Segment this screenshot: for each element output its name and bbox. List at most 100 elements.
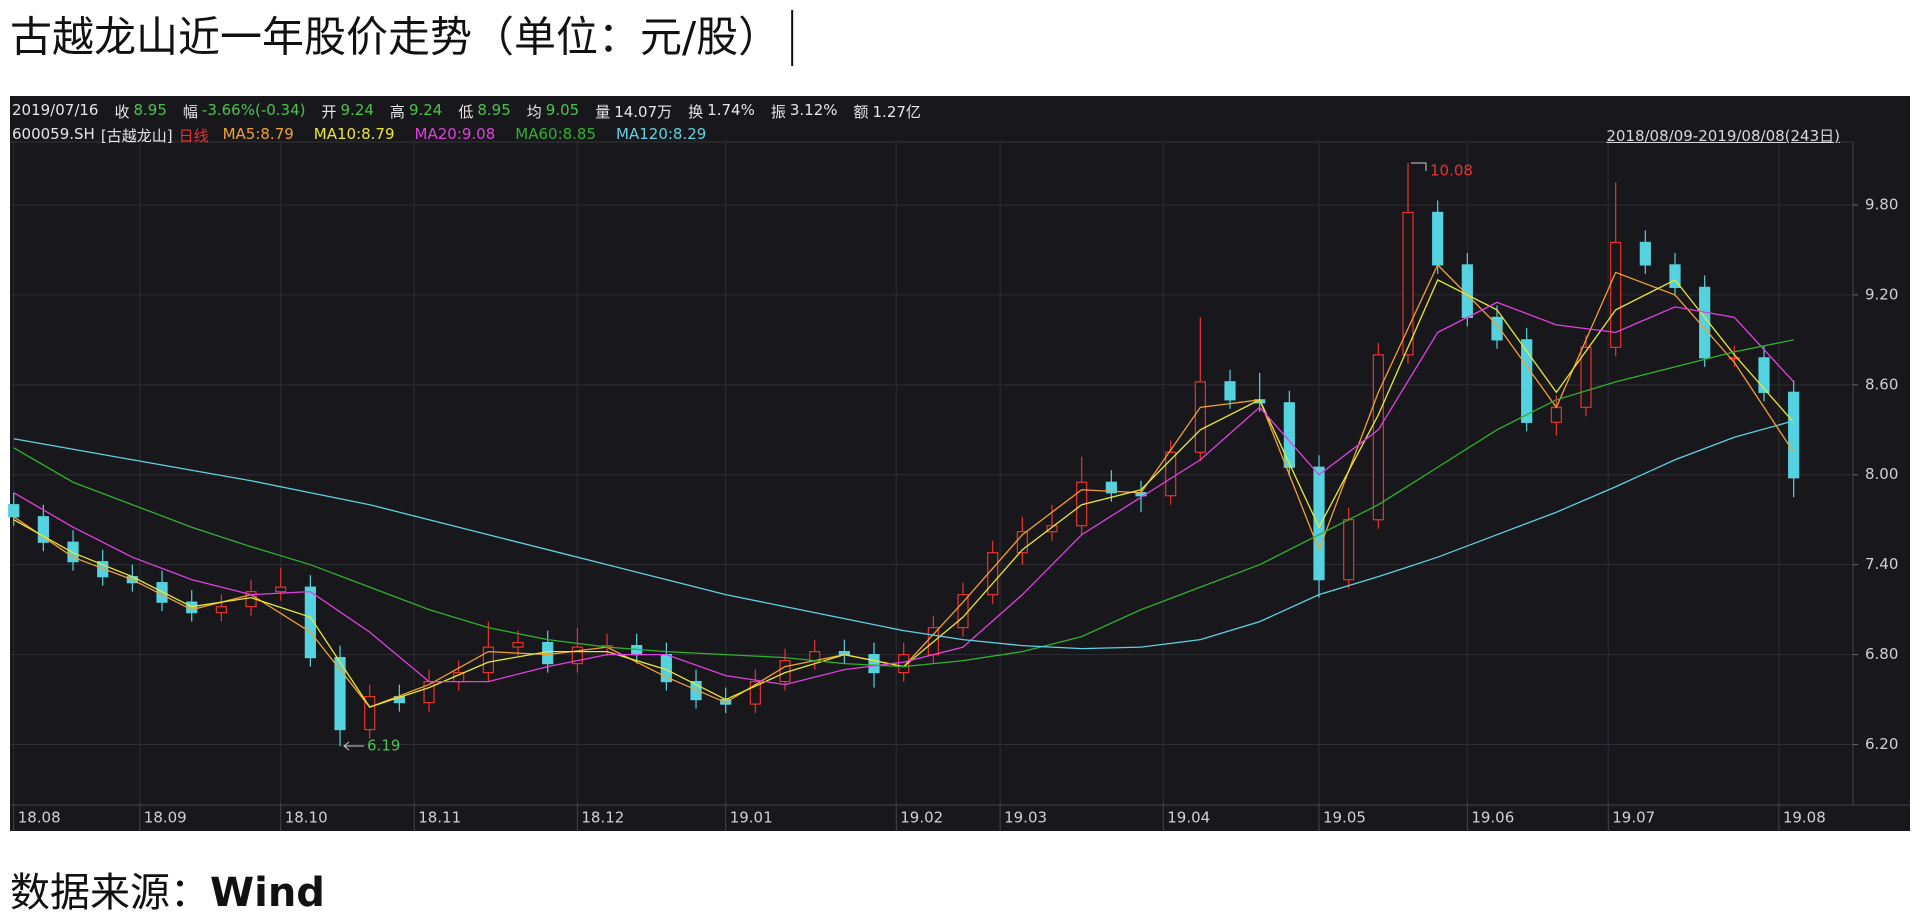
info-item: 额 1.27亿	[854, 101, 921, 122]
x-tick-label: 18.12	[581, 809, 624, 827]
info-value: 8.95	[477, 101, 511, 119]
y-tick-label: 9.80	[1865, 195, 1898, 213]
candle-body	[97, 561, 109, 578]
max-label: 10.08	[1430, 161, 1473, 179]
info-label: 高	[389, 103, 405, 121]
candle-body	[1343, 519, 1355, 581]
candle-body	[1669, 264, 1681, 288]
x-tick-label: 18.11	[418, 809, 461, 827]
info-item: 低 8.95	[458, 101, 510, 122]
candle-body	[898, 654, 910, 674]
stock-name: [古越龙山]	[100, 127, 173, 145]
min-label: 6.19	[367, 737, 400, 755]
info-value: 9.24	[340, 101, 374, 119]
x-tick-label: 19.07	[1612, 809, 1655, 827]
x-tick-label: 19.05	[1323, 809, 1366, 827]
legend-row: 600059.SH [古越龙山] 日线 MA5:8.79 MA10:8.79 MA2…	[12, 125, 720, 146]
candle-body	[482, 646, 494, 674]
info-item: 振 3.12%	[771, 101, 838, 122]
info-item: 开 9.24	[322, 101, 374, 122]
candle-body	[1521, 339, 1533, 423]
y-tick-label: 8.60	[1865, 375, 1898, 393]
info-label: 2019/07/16	[12, 101, 99, 119]
legend-entry: MA10:8.79	[313, 125, 395, 143]
info-value: 9.24	[408, 101, 443, 119]
legend-entry: MA120:8.29	[616, 125, 707, 143]
info-label: 振	[770, 103, 786, 121]
candle-body	[304, 586, 316, 659]
info-value: 1.27亿	[872, 103, 921, 121]
date-range[interactable]: 2018/08/09-2019/08/08(243日)	[1606, 127, 1840, 145]
info-value: 8.95	[133, 101, 167, 119]
info-label: 开	[321, 103, 337, 121]
x-tick-label: 18.09	[144, 809, 187, 827]
candle-body	[1224, 381, 1236, 401]
candle-body	[868, 654, 880, 674]
x-tick-label: 19.08	[1783, 809, 1826, 827]
candle-body	[1639, 241, 1651, 266]
info-label: 低	[458, 103, 474, 121]
candle-body	[1372, 354, 1384, 521]
candle-body	[749, 680, 761, 705]
info-label: 额	[853, 103, 869, 121]
info-item: 收 8.95	[114, 101, 166, 122]
info-item: 2019/07/16	[12, 101, 98, 122]
y-tick-label: 6.20	[1865, 735, 1898, 753]
source: 数据来源：Wind	[10, 870, 325, 916]
x-tick-label: 18.10	[285, 809, 328, 827]
candle-body	[1491, 316, 1503, 341]
candle-body	[1194, 381, 1206, 453]
candle-body	[1758, 357, 1770, 393]
source-label: 数据来源：	[10, 870, 210, 916]
info-value: 9.05	[545, 101, 580, 119]
candle-body	[334, 657, 346, 731]
info-item: 换 1.74%	[688, 101, 755, 122]
info-value: 14.07万	[614, 103, 673, 121]
x-tick-label: 19.01	[730, 809, 773, 827]
legend-entry: MA5:8.79	[222, 125, 294, 143]
candle-body	[37, 516, 49, 543]
info-label: 量	[595, 103, 611, 121]
x-tick-label: 19.04	[1167, 809, 1210, 827]
max-arrow	[1411, 162, 1427, 171]
x-tick-label: 19.02	[900, 809, 943, 827]
candle-body	[1580, 346, 1592, 408]
candle-body	[275, 586, 287, 593]
y-tick-label: 6.80	[1865, 645, 1898, 663]
info-item: 高 9.24	[390, 101, 442, 122]
x-tick-label: 19.03	[1004, 809, 1047, 827]
legend-entry: MA20:9.08	[414, 125, 496, 143]
info-label: 均	[526, 103, 542, 121]
info-value: 3.12%	[789, 101, 838, 119]
candle-body	[364, 695, 376, 731]
legend-entry: MA60:8.85	[515, 125, 597, 143]
period: 日线	[178, 127, 209, 145]
candle-body	[1313, 466, 1325, 581]
candle-body	[1788, 391, 1800, 479]
candle-body	[512, 642, 524, 648]
candle-body	[215, 606, 227, 614]
source-name: Wind	[210, 870, 325, 916]
ma-line	[13, 420, 1794, 650]
info-value: 1.74%	[707, 101, 755, 119]
plot-area: 6.20 6.80 7.40 8.00 8.60 9.20 9.80 18.08 18.09 18…	[8, 142, 1898, 831]
candle-body	[1728, 357, 1740, 360]
info-label: 收	[114, 103, 130, 121]
candle-body	[1432, 211, 1444, 266]
candle-body	[690, 680, 702, 701]
stock-code: 600059.SH	[12, 125, 95, 143]
info-label: 换	[688, 103, 704, 121]
candle-body	[8, 504, 20, 518]
info-value: -3.66%(-0.34)	[201, 101, 306, 119]
candle-body	[1550, 406, 1562, 423]
y-tick-label: 8.00	[1865, 465, 1898, 483]
candle-body	[957, 594, 969, 629]
chart-panel	[10, 96, 1910, 831]
candle-body	[67, 541, 79, 563]
info-item: 均 9.05	[527, 101, 579, 122]
candle-body	[1283, 402, 1295, 468]
info-row: 2019/07/16 收 8.95 幅 -3.66%(-0.34) 开 9.24 高 9.24 低…	[12, 101, 931, 122]
info-item: 量 14.07万	[595, 101, 672, 122]
